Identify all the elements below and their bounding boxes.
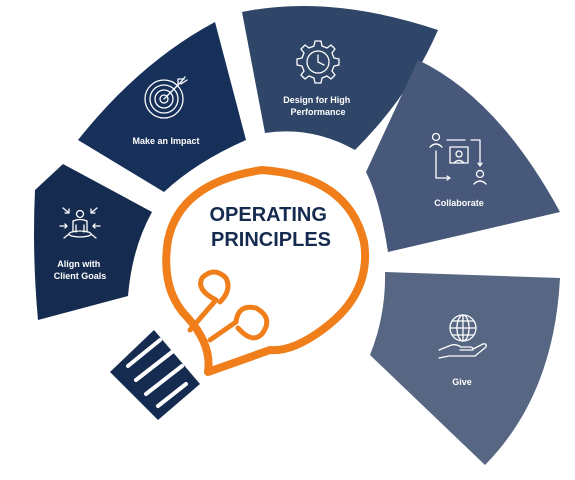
filament-left bbox=[187, 269, 231, 333]
segment-design-for-high-performance bbox=[242, 6, 438, 150]
gear-clock-icon bbox=[296, 40, 340, 84]
person-arrows-icon bbox=[59, 207, 101, 239]
filament-right bbox=[207, 304, 270, 343]
segment-label-design: Design for High Performance bbox=[283, 95, 353, 117]
segment-give bbox=[370, 272, 560, 465]
org-people-icon bbox=[429, 132, 487, 185]
bulb-base bbox=[110, 330, 200, 420]
segment-label-impact: Make an Impact bbox=[132, 136, 199, 146]
target-icon bbox=[144, 76, 188, 119]
segment-collaborate bbox=[366, 60, 560, 252]
segment-make-an-impact bbox=[78, 22, 246, 192]
light-bulb bbox=[110, 166, 369, 420]
segment-align-with-client-goals bbox=[34, 164, 152, 320]
bulb-outline bbox=[162, 166, 369, 376]
segment-label-align: Align with Client Goals bbox=[54, 259, 107, 281]
segment-label-collaborate: Collaborate bbox=[434, 198, 484, 208]
diagram-title: OPERATING PRINCIPLES bbox=[210, 204, 333, 251]
globe-hand-icon bbox=[438, 314, 487, 359]
segment-label-give: Give bbox=[452, 377, 472, 387]
